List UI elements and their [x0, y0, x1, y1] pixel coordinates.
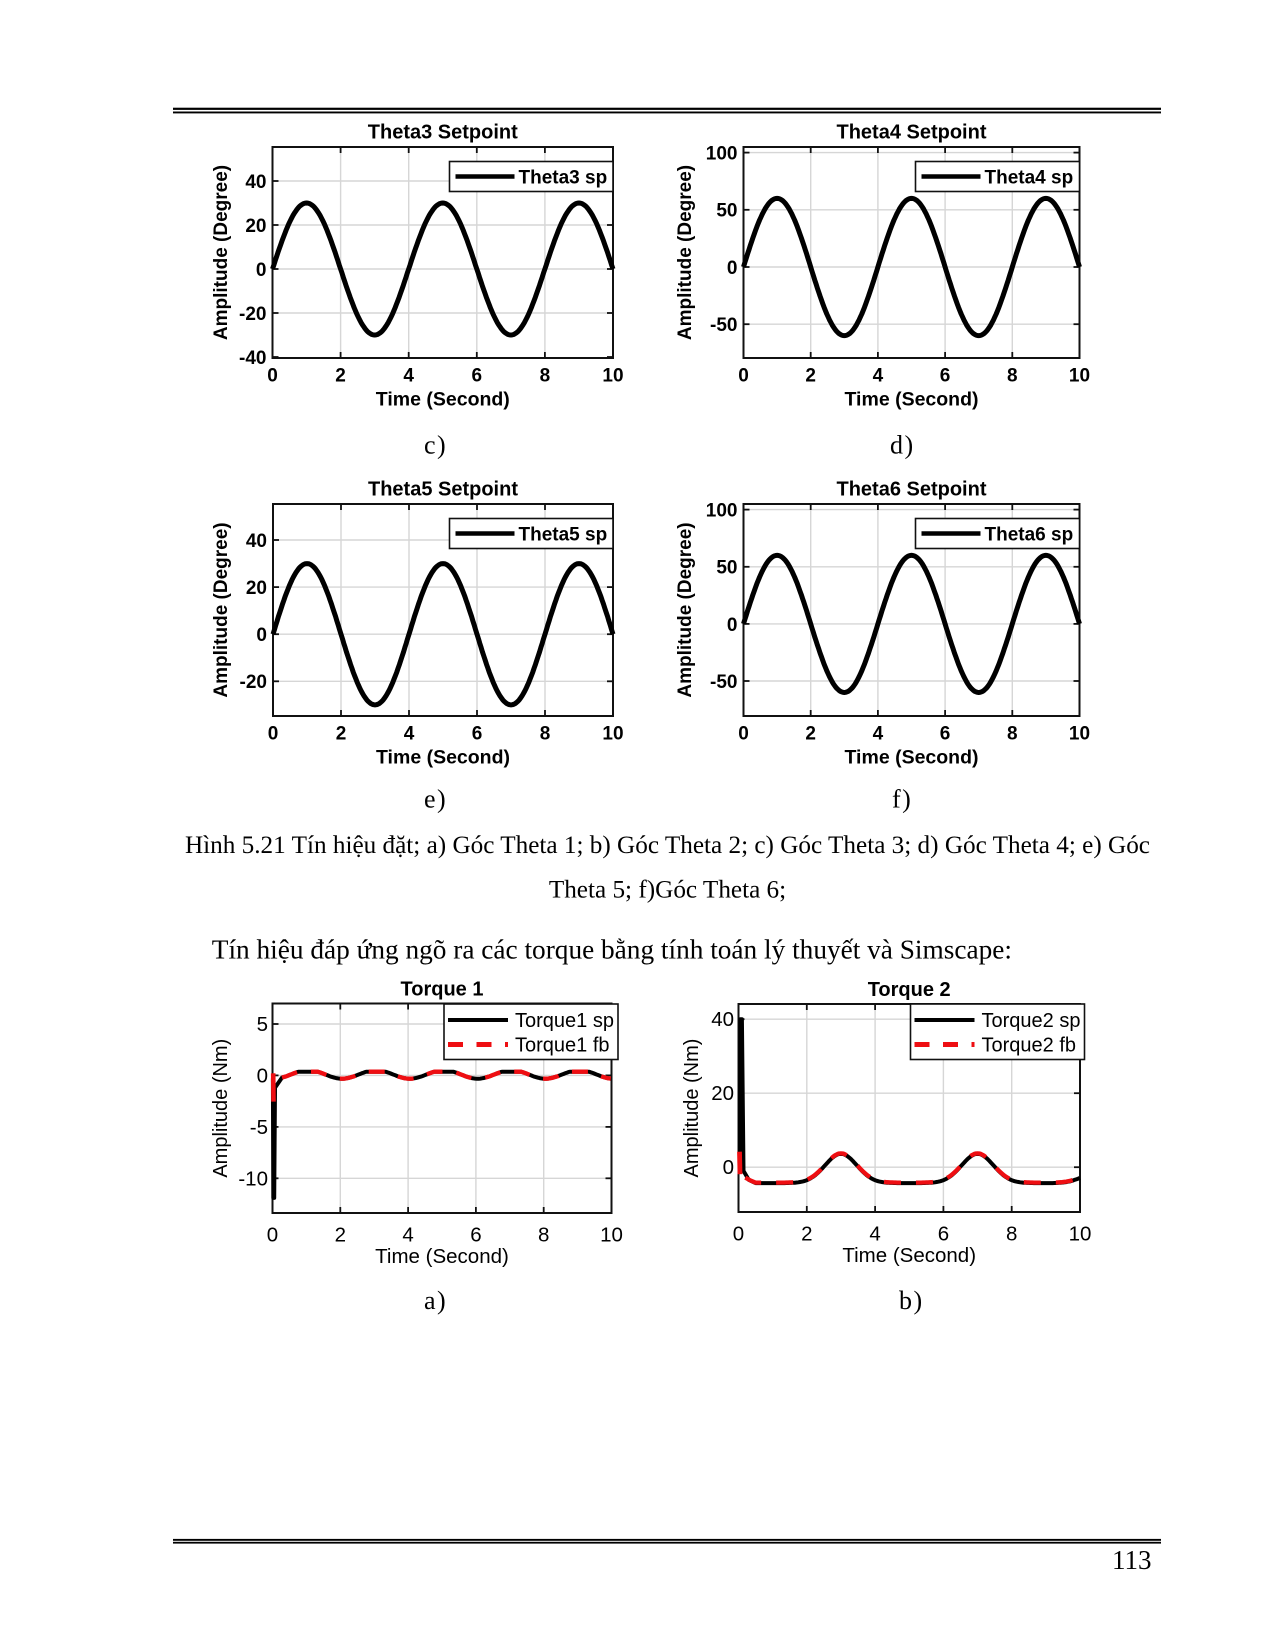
svg-text:10: 10 — [600, 1224, 623, 1247]
svg-text:0: 0 — [733, 1223, 744, 1246]
svg-text:10: 10 — [1069, 366, 1090, 387]
svg-text:-50: -50 — [710, 315, 737, 336]
svg-text:d): d) — [890, 431, 915, 460]
svg-text:Theta5 Setpoint: Theta5 Setpoint — [368, 479, 518, 501]
svg-text:0: 0 — [256, 625, 267, 646]
svg-text:2: 2 — [335, 366, 346, 387]
svg-text:Tín hiệu đáp ứng ngõ ra các to: Tín hiệu đáp ứng ngõ ra các torque bằng … — [212, 935, 1012, 965]
svg-text:0: 0 — [267, 1224, 278, 1247]
svg-text:20: 20 — [246, 578, 267, 599]
svg-text:6: 6 — [472, 366, 483, 387]
svg-text:10: 10 — [602, 724, 623, 745]
svg-text:f): f) — [892, 785, 912, 814]
svg-text:0: 0 — [723, 1156, 734, 1179]
svg-text:Theta6 Setpoint: Theta6 Setpoint — [836, 479, 986, 501]
svg-text:0: 0 — [738, 724, 749, 745]
svg-text:Time (Second): Time (Second) — [845, 747, 979, 769]
svg-text:10: 10 — [1069, 1223, 1092, 1246]
svg-text:2: 2 — [805, 724, 816, 745]
svg-text:20: 20 — [711, 1082, 734, 1105]
svg-text:40: 40 — [245, 172, 266, 193]
svg-text:Theta5 sp: Theta5 sp — [519, 525, 608, 546]
svg-text:4: 4 — [869, 1223, 880, 1246]
svg-text:Amplitude (Degree): Amplitude (Degree) — [211, 165, 232, 340]
svg-text:0: 0 — [268, 724, 279, 745]
svg-text:Theta3 Setpoint: Theta3 Setpoint — [368, 122, 518, 144]
svg-text:50: 50 — [716, 558, 737, 579]
svg-text:10: 10 — [1069, 724, 1090, 745]
svg-text:6: 6 — [938, 1223, 949, 1246]
svg-text:8: 8 — [1006, 1223, 1017, 1246]
svg-text:113: 113 — [1112, 1545, 1152, 1575]
svg-text:100: 100 — [706, 144, 738, 165]
svg-text:-20: -20 — [239, 304, 266, 325]
svg-text:Torque 1: Torque 1 — [401, 979, 484, 1001]
svg-text:Amplitude (Degree): Amplitude (Degree) — [675, 165, 696, 340]
svg-text:4: 4 — [873, 724, 884, 745]
svg-text:Theta3 sp: Theta3 sp — [519, 168, 608, 189]
svg-text:20: 20 — [245, 216, 266, 237]
svg-text:b): b) — [899, 1286, 924, 1315]
svg-text:e): e) — [424, 785, 447, 814]
svg-text:8: 8 — [540, 724, 551, 745]
svg-text:0: 0 — [257, 1064, 268, 1087]
svg-text:a): a) — [424, 1286, 447, 1315]
svg-text:-20: -20 — [240, 672, 267, 693]
svg-text:50: 50 — [716, 201, 737, 222]
svg-text:8: 8 — [1007, 366, 1018, 387]
svg-text:4: 4 — [873, 366, 884, 387]
svg-text:Theta4 sp: Theta4 sp — [985, 168, 1074, 189]
svg-text:6: 6 — [940, 724, 951, 745]
svg-text:40: 40 — [711, 1008, 734, 1031]
svg-text:Amplitude (Degree): Amplitude (Degree) — [211, 522, 232, 697]
svg-text:2: 2 — [336, 724, 347, 745]
svg-text:0: 0 — [727, 258, 738, 279]
svg-text:-10: -10 — [238, 1167, 268, 1190]
svg-text:Theta4 Setpoint: Theta4 Setpoint — [836, 122, 986, 144]
svg-text:Time (Second): Time (Second) — [376, 747, 510, 769]
svg-text:8: 8 — [538, 1224, 549, 1247]
svg-text:-50: -50 — [710, 672, 737, 693]
svg-text:6: 6 — [940, 366, 951, 387]
svg-text:8: 8 — [1007, 724, 1018, 745]
svg-text:Time (Second): Time (Second) — [845, 389, 979, 411]
svg-text:4: 4 — [402, 1224, 413, 1247]
svg-text:4: 4 — [403, 366, 414, 387]
svg-text:6: 6 — [472, 724, 483, 745]
svg-text:Amplitude (Nm): Amplitude (Nm) — [210, 1039, 232, 1178]
svg-text:2: 2 — [805, 366, 816, 387]
svg-text:8: 8 — [540, 366, 551, 387]
svg-text:Theta 5; f)Góc Theta 6;: Theta 5; f)Góc Theta 6; — [549, 877, 786, 904]
svg-text:c): c) — [424, 431, 447, 460]
svg-text:2: 2 — [801, 1223, 812, 1246]
svg-text:Torque2 fb: Torque2 fb — [982, 1035, 1077, 1057]
svg-text:Amplitude (Nm): Amplitude (Nm) — [681, 1039, 703, 1178]
svg-text:Torque1 fb: Torque1 fb — [515, 1035, 610, 1057]
svg-text:4: 4 — [404, 724, 415, 745]
svg-text:0: 0 — [727, 615, 738, 636]
svg-text:Time (Second): Time (Second) — [376, 389, 510, 411]
svg-text:Torque 2: Torque 2 — [868, 979, 951, 1001]
svg-text:0: 0 — [738, 366, 749, 387]
svg-text:5: 5 — [257, 1013, 268, 1036]
svg-text:Hình 5.21 Tín hiệu đặt; a) Góc: Hình 5.21 Tín hiệu đặt; a) Góc Theta 1; … — [185, 832, 1150, 859]
svg-text:Amplitude (Degree): Amplitude (Degree) — [675, 522, 696, 697]
svg-text:6: 6 — [470, 1224, 481, 1247]
svg-text:0: 0 — [267, 366, 278, 387]
svg-text:-5: -5 — [250, 1116, 268, 1139]
svg-text:100: 100 — [706, 501, 738, 522]
svg-text:10: 10 — [602, 366, 623, 387]
svg-text:Time (Second): Time (Second) — [842, 1244, 976, 1267]
svg-text:Theta6 sp: Theta6 sp — [985, 525, 1074, 546]
svg-text:Torque2 sp: Torque2 sp — [982, 1010, 1081, 1032]
svg-text:Time (Second): Time (Second) — [375, 1245, 509, 1268]
svg-text:40: 40 — [246, 531, 267, 552]
svg-text:-40: -40 — [239, 348, 266, 369]
svg-text:Torque1 sp: Torque1 sp — [515, 1010, 614, 1032]
svg-text:2: 2 — [335, 1224, 346, 1247]
svg-text:0: 0 — [256, 260, 267, 281]
